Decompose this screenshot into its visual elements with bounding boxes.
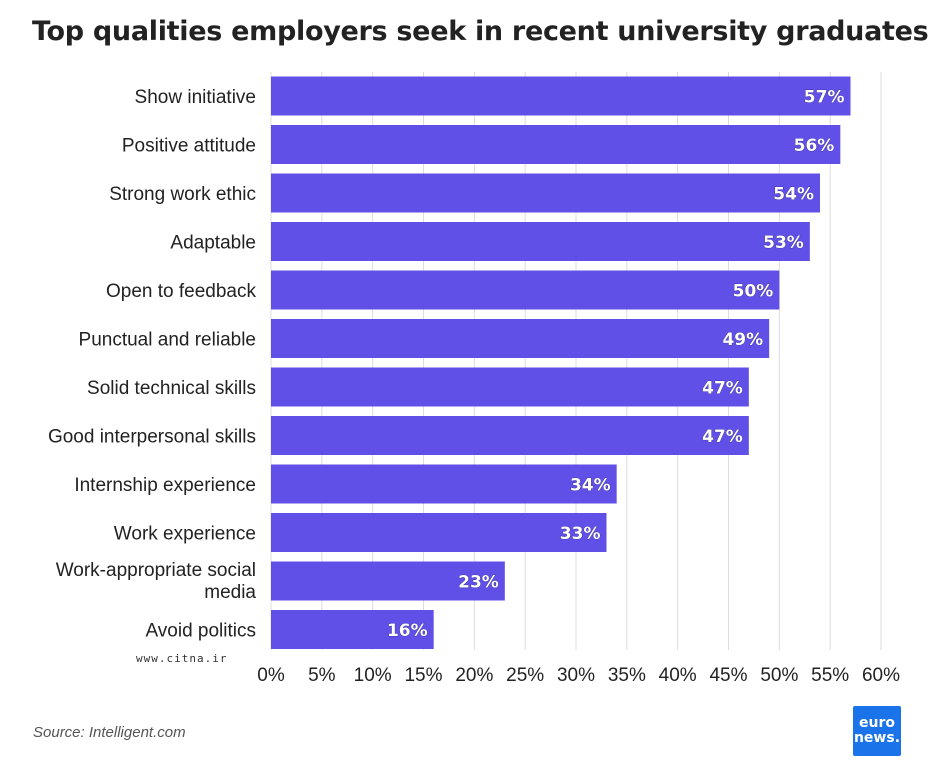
x-tick-label: 60%	[862, 665, 900, 686]
category-label: Positive attitude	[122, 136, 256, 157]
category-label-line: Work-appropriate social	[56, 560, 256, 581]
x-tick-label: 20%	[455, 665, 493, 686]
bar	[271, 367, 749, 407]
bar	[271, 76, 851, 116]
bar-value-label: 50%	[733, 282, 774, 302]
category-label: Show initiative	[135, 87, 256, 108]
category-label: Adaptable	[170, 233, 256, 254]
bar	[271, 610, 434, 649]
bar-value-label: 23%	[458, 573, 499, 593]
grid-layer	[270, 72, 882, 650]
category-label: Good interpersonal skills	[48, 427, 256, 448]
x-tick-label: 5%	[308, 665, 336, 686]
bar-value-label: 47%	[702, 427, 743, 447]
bar-value-label: 56%	[794, 136, 835, 156]
category-label: Work experience	[114, 524, 256, 545]
x-tick-label: 25%	[506, 665, 544, 686]
chart-title: Top qualities employers seek in recent u…	[32, 16, 929, 47]
bar	[271, 222, 810, 261]
bar	[271, 270, 780, 310]
bar-value-label: 49%	[722, 330, 763, 350]
bar-value-label: 33%	[560, 524, 601, 544]
x-tick-label: 35%	[608, 665, 646, 686]
bar	[271, 416, 749, 455]
bar-value-label: 57%	[804, 88, 845, 108]
bar-value-label: 34%	[570, 476, 611, 496]
tick-layer: 0% 5% 10% 15% 20% 25% 30% 35% 40% 45% 50% 55% 60%	[257, 665, 900, 686]
logo-line-2: news.	[853, 730, 901, 746]
category-label: Avoid politics	[145, 621, 256, 642]
bar-layer	[271, 76, 851, 649]
label-layer: 57% Show initiative 56% Positive attitude 54…	[48, 87, 845, 642]
bar-value-label: 53%	[763, 233, 804, 253]
category-label: Internship experience	[74, 475, 256, 496]
logo-line-1: euro	[859, 715, 895, 731]
category-label: Open to feedback	[106, 281, 256, 302]
x-tick-label: 30%	[557, 665, 595, 686]
bar	[271, 125, 841, 164]
euronews-logo[interactable]: euro news.	[853, 706, 901, 756]
category-label: Solid technical skills	[87, 378, 256, 399]
x-tick-label: 50%	[760, 665, 798, 686]
category-label: Strong work ethic	[109, 184, 256, 205]
category-label: Punctual and reliable	[79, 330, 256, 351]
bar	[271, 319, 770, 358]
x-tick-label: 45%	[709, 665, 747, 686]
bar	[271, 513, 607, 552]
x-tick-label: 15%	[404, 665, 442, 686]
bar-value-label: 54%	[773, 185, 814, 205]
category-label: Work-appropriate social media	[56, 560, 257, 603]
x-tick-label: 55%	[811, 665, 849, 686]
x-tick-label: 40%	[659, 665, 697, 686]
bar	[271, 561, 505, 601]
bar-value-label: 47%	[702, 379, 743, 399]
x-tick-label: 10%	[354, 665, 392, 686]
bar	[271, 464, 617, 504]
bar-value-label: 16%	[387, 621, 428, 641]
category-label-line: media	[204, 582, 256, 603]
bar	[271, 173, 820, 213]
source-note: Source: Intelligent.com	[33, 724, 186, 741]
x-tick-label: 0%	[257, 665, 285, 686]
watermark-text: www.citna.ir	[136, 652, 228, 665]
